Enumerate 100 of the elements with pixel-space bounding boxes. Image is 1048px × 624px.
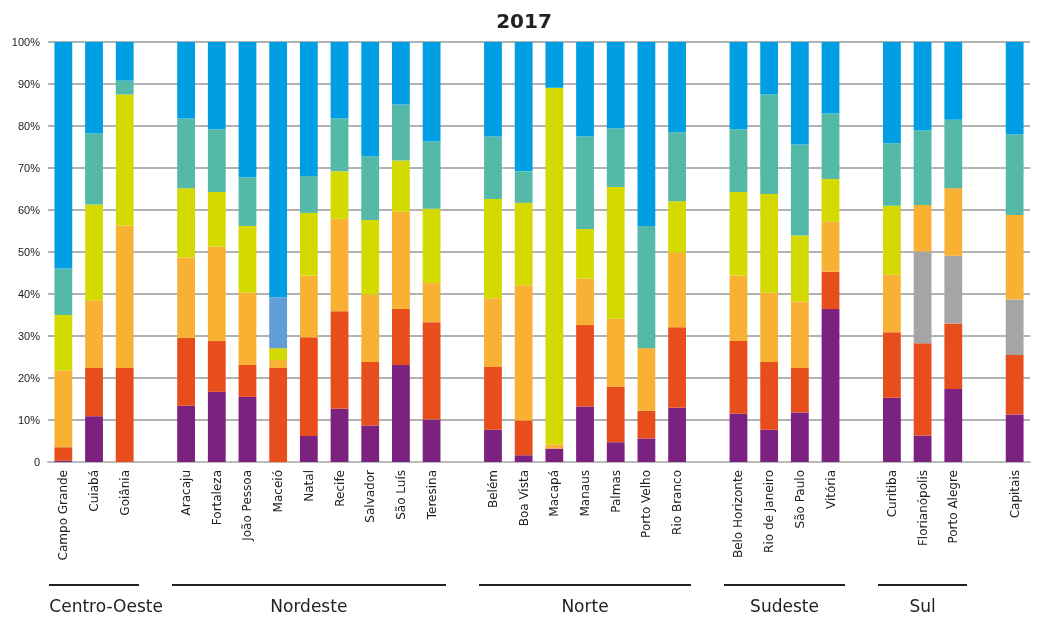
bar <box>545 87 564 445</box>
bar <box>1005 42 1024 135</box>
bar <box>177 42 195 119</box>
bar <box>545 448 564 462</box>
bar <box>238 364 257 397</box>
y-tick-label: 20% <box>17 372 41 384</box>
bar <box>85 367 103 417</box>
bar <box>821 221 840 272</box>
text: Centro-Oeste <box>49 595 163 616</box>
bar <box>269 348 288 360</box>
bar <box>115 367 134 462</box>
bar <box>883 205 901 275</box>
bar <box>269 297 288 349</box>
bar <box>177 118 195 189</box>
x-tick-label: Capitais <box>1007 470 1022 519</box>
bar <box>944 323 963 389</box>
bar <box>729 129 748 192</box>
bar <box>637 42 656 226</box>
bar <box>514 285 533 421</box>
bar <box>637 225 656 349</box>
bar <box>422 42 441 142</box>
bar <box>790 42 809 145</box>
bar <box>238 177 257 226</box>
bar <box>484 367 502 430</box>
x-tick-label: Cuiabá <box>87 470 102 512</box>
bar <box>760 194 779 293</box>
bar <box>54 42 73 269</box>
x-tick-label: Aracaju <box>179 470 194 516</box>
bar <box>299 42 318 176</box>
x-tick-label: Porto Alegre <box>946 470 961 544</box>
bar <box>790 235 809 302</box>
y-tick-label: 60% <box>17 204 41 216</box>
bar <box>1005 354 1024 415</box>
bar <box>299 435 318 462</box>
bar <box>238 292 257 365</box>
bar <box>790 301 809 368</box>
bar <box>606 442 625 462</box>
bar <box>944 388 963 462</box>
bar <box>361 156 380 221</box>
x-tick-label: Salvador <box>363 469 378 523</box>
bar <box>299 212 318 276</box>
bar <box>514 455 533 462</box>
bar <box>514 171 533 203</box>
bar <box>54 447 73 461</box>
bar <box>576 325 594 407</box>
bar <box>330 311 349 409</box>
y-tick-label: 70% <box>17 162 41 174</box>
bar <box>115 94 134 226</box>
bar <box>85 300 103 368</box>
bar <box>177 257 195 339</box>
bar <box>177 405 195 462</box>
bar <box>85 133 103 205</box>
y-tick-label: 10% <box>17 414 41 426</box>
bar <box>484 199 502 299</box>
bar <box>545 42 564 88</box>
bar <box>576 278 594 326</box>
bar <box>668 132 686 202</box>
bar <box>54 370 73 448</box>
bar <box>361 42 380 157</box>
x-tick-label: Fortaleza <box>209 470 224 526</box>
bar <box>606 318 625 387</box>
bar <box>392 309 410 365</box>
bar <box>115 80 134 95</box>
y-tick-label: 30% <box>17 330 41 342</box>
y-tick-label: 90% <box>17 78 41 90</box>
chart-title: 2017 <box>496 9 552 33</box>
bar <box>576 136 594 229</box>
bar <box>115 225 134 368</box>
x-tick-label: Natal <box>301 470 316 502</box>
bar <box>545 444 564 449</box>
bar <box>1005 215 1024 300</box>
bar <box>668 252 686 328</box>
text: Norte <box>478 584 692 616</box>
bar <box>576 42 594 137</box>
bar <box>299 275 318 338</box>
bar <box>913 204 932 252</box>
bar <box>729 341 748 414</box>
bar <box>422 322 441 420</box>
bar <box>392 160 410 212</box>
bar <box>729 275 748 342</box>
bar <box>177 188 195 258</box>
bar <box>177 338 195 406</box>
x-tick-label: Teresina <box>424 470 439 521</box>
bar <box>821 309 840 462</box>
bar <box>54 268 73 315</box>
bar <box>422 283 441 323</box>
bar <box>392 364 410 462</box>
bar <box>790 144 809 236</box>
bar <box>207 42 226 130</box>
bar <box>821 42 840 114</box>
bar <box>729 413 748 462</box>
bar <box>269 367 288 462</box>
bar <box>821 113 840 179</box>
bar <box>484 136 502 200</box>
y-tick-label: 100% <box>11 36 41 48</box>
x-tick-label: Campo Grande <box>56 470 71 561</box>
bar <box>668 407 686 462</box>
x-tick-label: Belém <box>485 470 500 509</box>
bar <box>760 362 779 430</box>
bar <box>760 42 779 95</box>
